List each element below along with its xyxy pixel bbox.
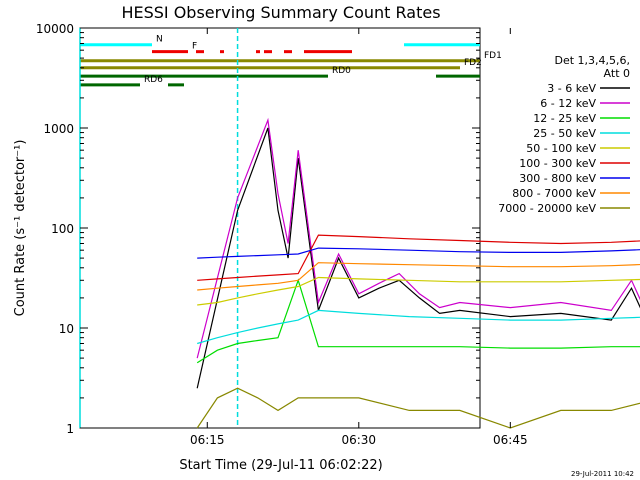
- y-tick-label-2: 100: [51, 222, 74, 236]
- series-line-6: [197, 247, 640, 259]
- legend-label-4: 50 - 100 keV: [526, 142, 596, 155]
- legend-header-0: Det 1,3,4,5,6,: [554, 54, 630, 67]
- legend-label-0: 3 - 6 keV: [547, 82, 596, 95]
- legend: Det 1,3,4,5,6,Att 0 3 - 6 keV 6 - 12 keV 12…: [498, 54, 630, 215]
- series-line-5: [197, 234, 640, 281]
- flag-label-fd1: FD1: [484, 51, 502, 61]
- legend-label-1: 6 - 12 keV: [540, 97, 596, 110]
- legend-header-1: Att 0: [604, 67, 630, 80]
- x-tick-label-0: 06:15: [190, 433, 225, 447]
- flag-label-rd6: RD6: [144, 75, 163, 85]
- flag-label-n: N: [156, 35, 163, 45]
- series-line-2: [196, 278, 640, 364]
- chart-title: HESSI Observing Summary Count Rates: [121, 3, 440, 22]
- plot-frame: [79, 27, 481, 429]
- series-lines: [196, 117, 640, 429]
- y-tick-label-3: 1000: [43, 122, 74, 136]
- x-tick-label-2: 06:45: [493, 433, 528, 447]
- axes: 06:1506:3006:4507:0007:1507:301101001000…: [13, 22, 528, 447]
- y-tick-label-0: 1: [66, 422, 74, 436]
- flag-label-f: F: [192, 42, 197, 52]
- plot-area: [79, 27, 481, 429]
- series-line-7: [197, 262, 640, 291]
- series-line-1: [196, 117, 640, 359]
- y-tick-label-1: 10: [59, 322, 74, 336]
- series-line-8: [196, 387, 640, 429]
- legend-label-6: 300 - 800 keV: [519, 172, 596, 185]
- y-tick-label-4: 10000: [36, 22, 74, 36]
- legend-label-8: 7000 - 20000 keV: [498, 202, 596, 215]
- legend-label-2: 12 - 25 keV: [533, 112, 596, 125]
- x-axis-label: Start Time (29-Jul-11 06:02:22): [179, 458, 382, 473]
- date-stamp: 29-Jul-2011 10:42: [571, 470, 634, 478]
- y-axis-label: Count Rate (s⁻¹ detector⁻¹): [13, 140, 28, 317]
- x-tick-label-1: 06:30: [341, 433, 376, 447]
- legend-label-5: 100 - 300 keV: [519, 157, 596, 170]
- flag-label-rd0: RD0: [332, 66, 351, 76]
- legend-label-7: 800 - 7000 keV: [512, 187, 596, 200]
- series-line-4: [197, 276, 640, 306]
- series-line-0: [196, 127, 640, 389]
- flag-label-fd2: FD2: [464, 58, 482, 68]
- series-line-3: [197, 309, 640, 345]
- legend-label-3: 25 - 50 keV: [533, 127, 596, 140]
